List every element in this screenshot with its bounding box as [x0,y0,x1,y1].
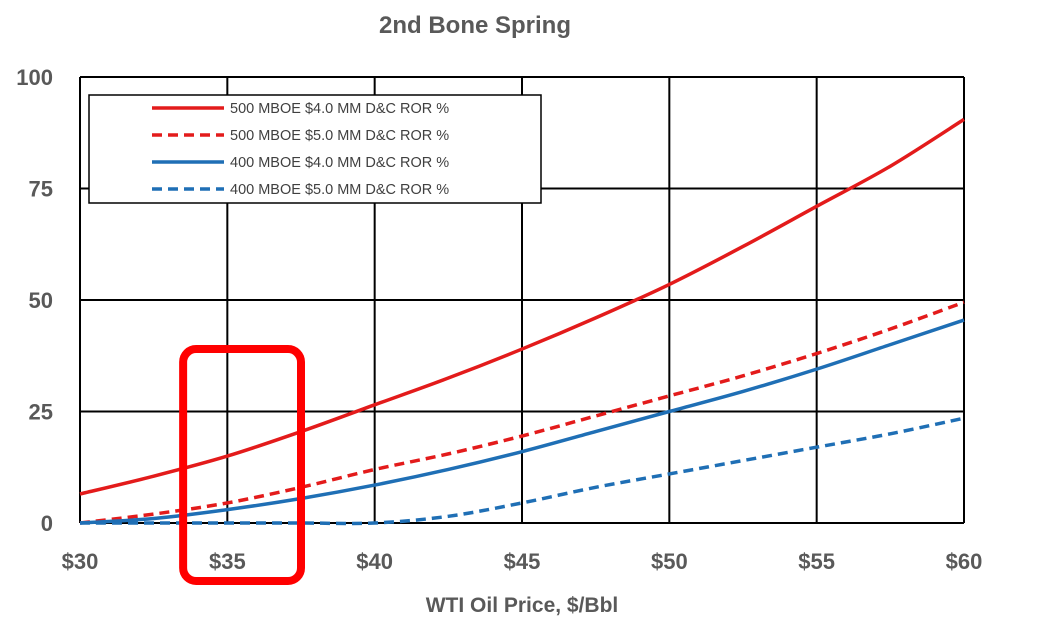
y-tick-label: 100 [16,65,53,90]
x-axis-ticks: $30 $35 $40 $45 $50 $55 $60 [62,549,983,574]
legend-label: 400 MBOE $4.0 MM D&C ROR % [230,155,449,171]
x-tick-label: $50 [651,549,688,574]
chart-title: 2nd Bone Spring [379,12,571,39]
x-tick-label: $60 [946,549,983,574]
series-line-2 [79,300,965,525]
y-tick-label: 0 [41,511,53,536]
highlight-box [179,345,305,585]
x-tick-label: $45 [504,549,541,574]
y-tick-label: 25 [29,400,53,425]
highlight-box-layer [179,345,305,585]
legend-label: 500 MBOE $5.0 MM D&C ROR % [230,128,449,144]
y-tick-label: 50 [29,288,53,313]
x-tick-label: $55 [798,549,835,574]
series-line-3 [79,318,965,525]
series-lines [79,117,965,526]
series-line-4 [79,416,965,526]
legend-label: 400 MBOE $5.0 MM D&C ROR % [230,182,449,198]
x-tick-label: $35 [209,549,246,574]
x-tick-label: $30 [62,549,99,574]
y-axis-ticks: 0 25 50 75 100 [16,65,53,536]
legend: 500 MBOE $4.0 MM D&C ROR % 500 MBOE $5.0 … [88,94,542,204]
x-tick-label: $40 [356,549,393,574]
legend-label: 500 MBOE $4.0 MM D&C ROR % [230,101,449,117]
x-axis-label: WTI Oil Price, $/Bbl [426,594,619,617]
legend-box [88,94,542,204]
y-tick-label: 75 [29,177,53,202]
series-line-1 [79,117,965,496]
